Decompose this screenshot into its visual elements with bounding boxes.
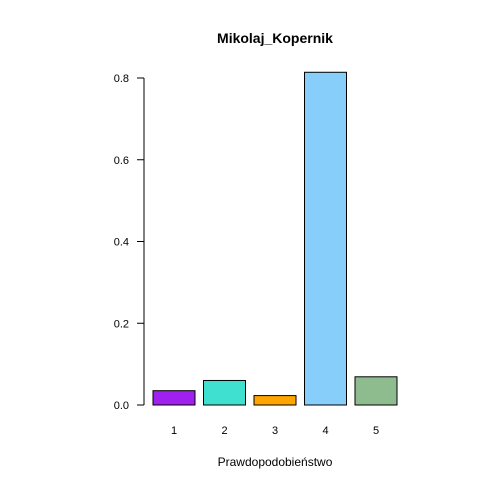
y-tick-label: 0.8 [114,73,129,85]
bar-5 [354,376,398,406]
x-tick-label: 2 [221,425,227,437]
chart-title: Mikolaj_Kopernik [217,30,333,46]
bar-2 [203,379,246,406]
y-axis: 0.0 0.2 0.4 0.6 0.8 [114,73,145,412]
x-tick-label: 4 [322,425,328,437]
y-tick-label: 0.2 [114,318,129,330]
bars [152,71,398,406]
y-tick-label: 0.4 [114,237,129,249]
x-axis-label: Prawdopodobieństwo [218,455,333,469]
y-tick-label: 0.0 [114,400,129,412]
y-tick-label: 0.6 [114,155,129,167]
bar-4 [304,71,347,406]
x-tick-label: 3 [272,425,278,437]
x-tick-label: 5 [373,425,379,437]
x-tick-labels: 1 2 3 4 5 [171,425,379,437]
x-tick-label: 1 [171,425,177,437]
bar-1 [152,390,196,406]
bar-3 [253,395,297,406]
